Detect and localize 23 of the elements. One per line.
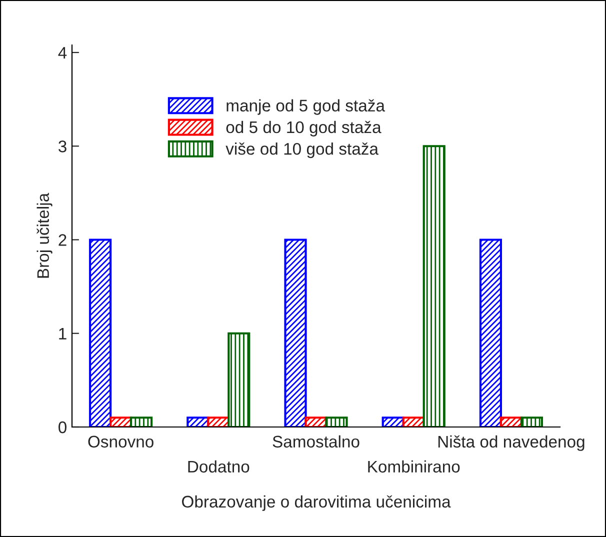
y-tick-label: 4 bbox=[58, 47, 67, 59]
y-axis-title: Broj učitelja bbox=[36, 192, 52, 278]
bar bbox=[89, 238, 112, 427]
legend-label: više od 10 god staža bbox=[226, 142, 378, 158]
x-tick-label: Osnovno bbox=[88, 436, 154, 448]
y-tick-label: 0 bbox=[58, 421, 66, 434]
x-tick-label: Ništa od navedenog bbox=[438, 435, 584, 451]
bar bbox=[228, 332, 250, 427]
y-tick-label: 2 bbox=[58, 234, 66, 246]
y-tick-label: 3 bbox=[58, 140, 66, 152]
x-tick-label: Samostalno bbox=[272, 435, 360, 448]
x-tick-label: Kombinirano bbox=[368, 460, 460, 473]
y-tick-label: 1 bbox=[59, 328, 66, 340]
bar bbox=[479, 238, 502, 427]
legend-label: od 5 do 10 god staža bbox=[226, 120, 382, 136]
legend-label: manje od 5 god staža bbox=[226, 99, 385, 115]
bar bbox=[130, 416, 153, 427]
bar bbox=[284, 238, 307, 427]
bar bbox=[422, 145, 446, 427]
bar bbox=[325, 416, 348, 427]
bar bbox=[520, 416, 543, 427]
x-axis-title: Obrazovanje o darovitima učenicima bbox=[182, 495, 451, 511]
x-tick-label: Dodatno bbox=[188, 460, 250, 473]
